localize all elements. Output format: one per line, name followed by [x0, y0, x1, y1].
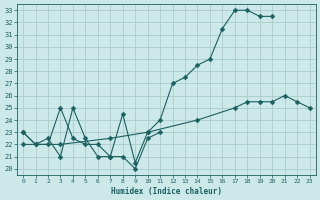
X-axis label: Humidex (Indice chaleur): Humidex (Indice chaleur) [111, 187, 222, 196]
